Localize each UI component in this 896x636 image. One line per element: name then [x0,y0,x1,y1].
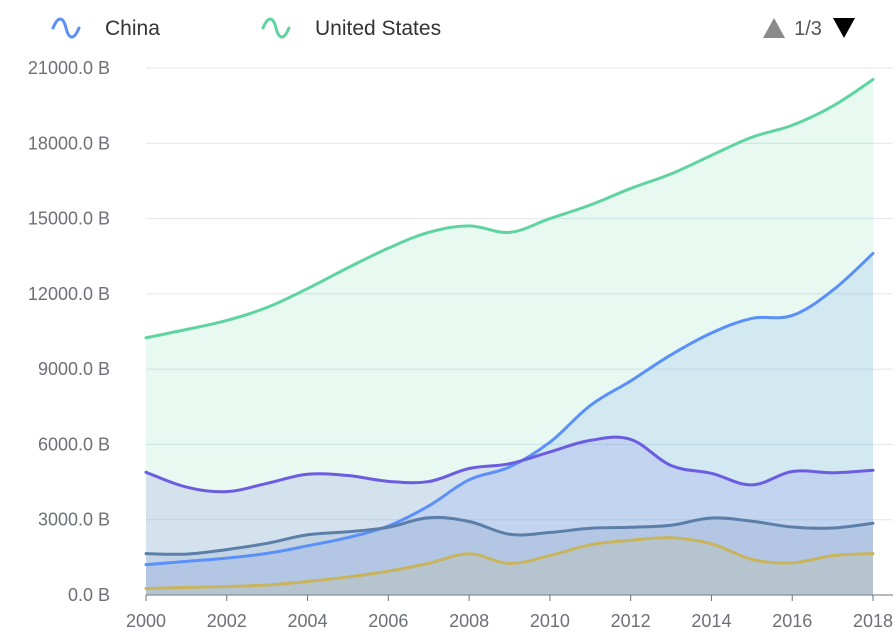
x-tick-label: 2004 [288,611,328,631]
y-tick-label: 6000.0 B [38,434,110,454]
legend-pager[interactable]: 1/3 [763,18,855,40]
series-area-3 [146,517,873,595]
y-tick-label: 18000.0 B [28,133,110,153]
legend-item[interactable]: China [51,17,160,40]
page-down-icon[interactable] [833,18,855,38]
x-tick-label: 2006 [368,611,408,631]
y-tick-label: 3000.0 B [38,510,110,530]
x-tick-label: 2010 [530,611,570,631]
legend-label: United States [315,17,441,40]
legend-line-icon [51,17,81,39]
y-tick-label: 15000.0 B [28,209,110,229]
pager-text: 1/3 [794,18,822,40]
y-tick-label: 0.0 B [68,585,110,605]
y-tick-label: 12000.0 B [28,284,110,304]
series-area-0 [146,79,873,595]
series-line-2[interactable] [144,435,875,494]
x-tick-label: 2018 [853,611,893,631]
series-line-3[interactable] [144,515,875,556]
area-fills [146,79,873,596]
legend[interactable]: China United States [51,17,441,40]
x-tick-label: 2012 [611,611,651,631]
axes: 0.0 B 3000.0 B 6000.0 B 9000.0 B 12000.0 B 15… [28,58,893,631]
y-tick-label: 21000.0 B [28,58,110,78]
grid-lines [146,67,893,596]
legend-item[interactable]: United States [261,17,441,40]
x-tick-label: 2008 [449,611,489,631]
page-up-icon[interactable] [763,18,785,38]
series-area-2 [146,437,873,595]
series-line-1[interactable] [144,251,875,567]
series-area-1 [146,253,873,596]
series-line-0[interactable] [144,78,875,340]
y-tick-label: 9000.0 B [38,359,110,379]
x-tick-label: 2002 [207,611,247,631]
x-tick-label: 2000 [126,611,166,631]
x-tick-label: 2016 [772,611,812,631]
x-tick-label: 2014 [691,611,731,631]
legend-label: China [105,17,160,40]
series-lines [144,78,875,590]
series-line-4[interactable] [144,536,875,590]
legend-line-icon [261,17,291,39]
